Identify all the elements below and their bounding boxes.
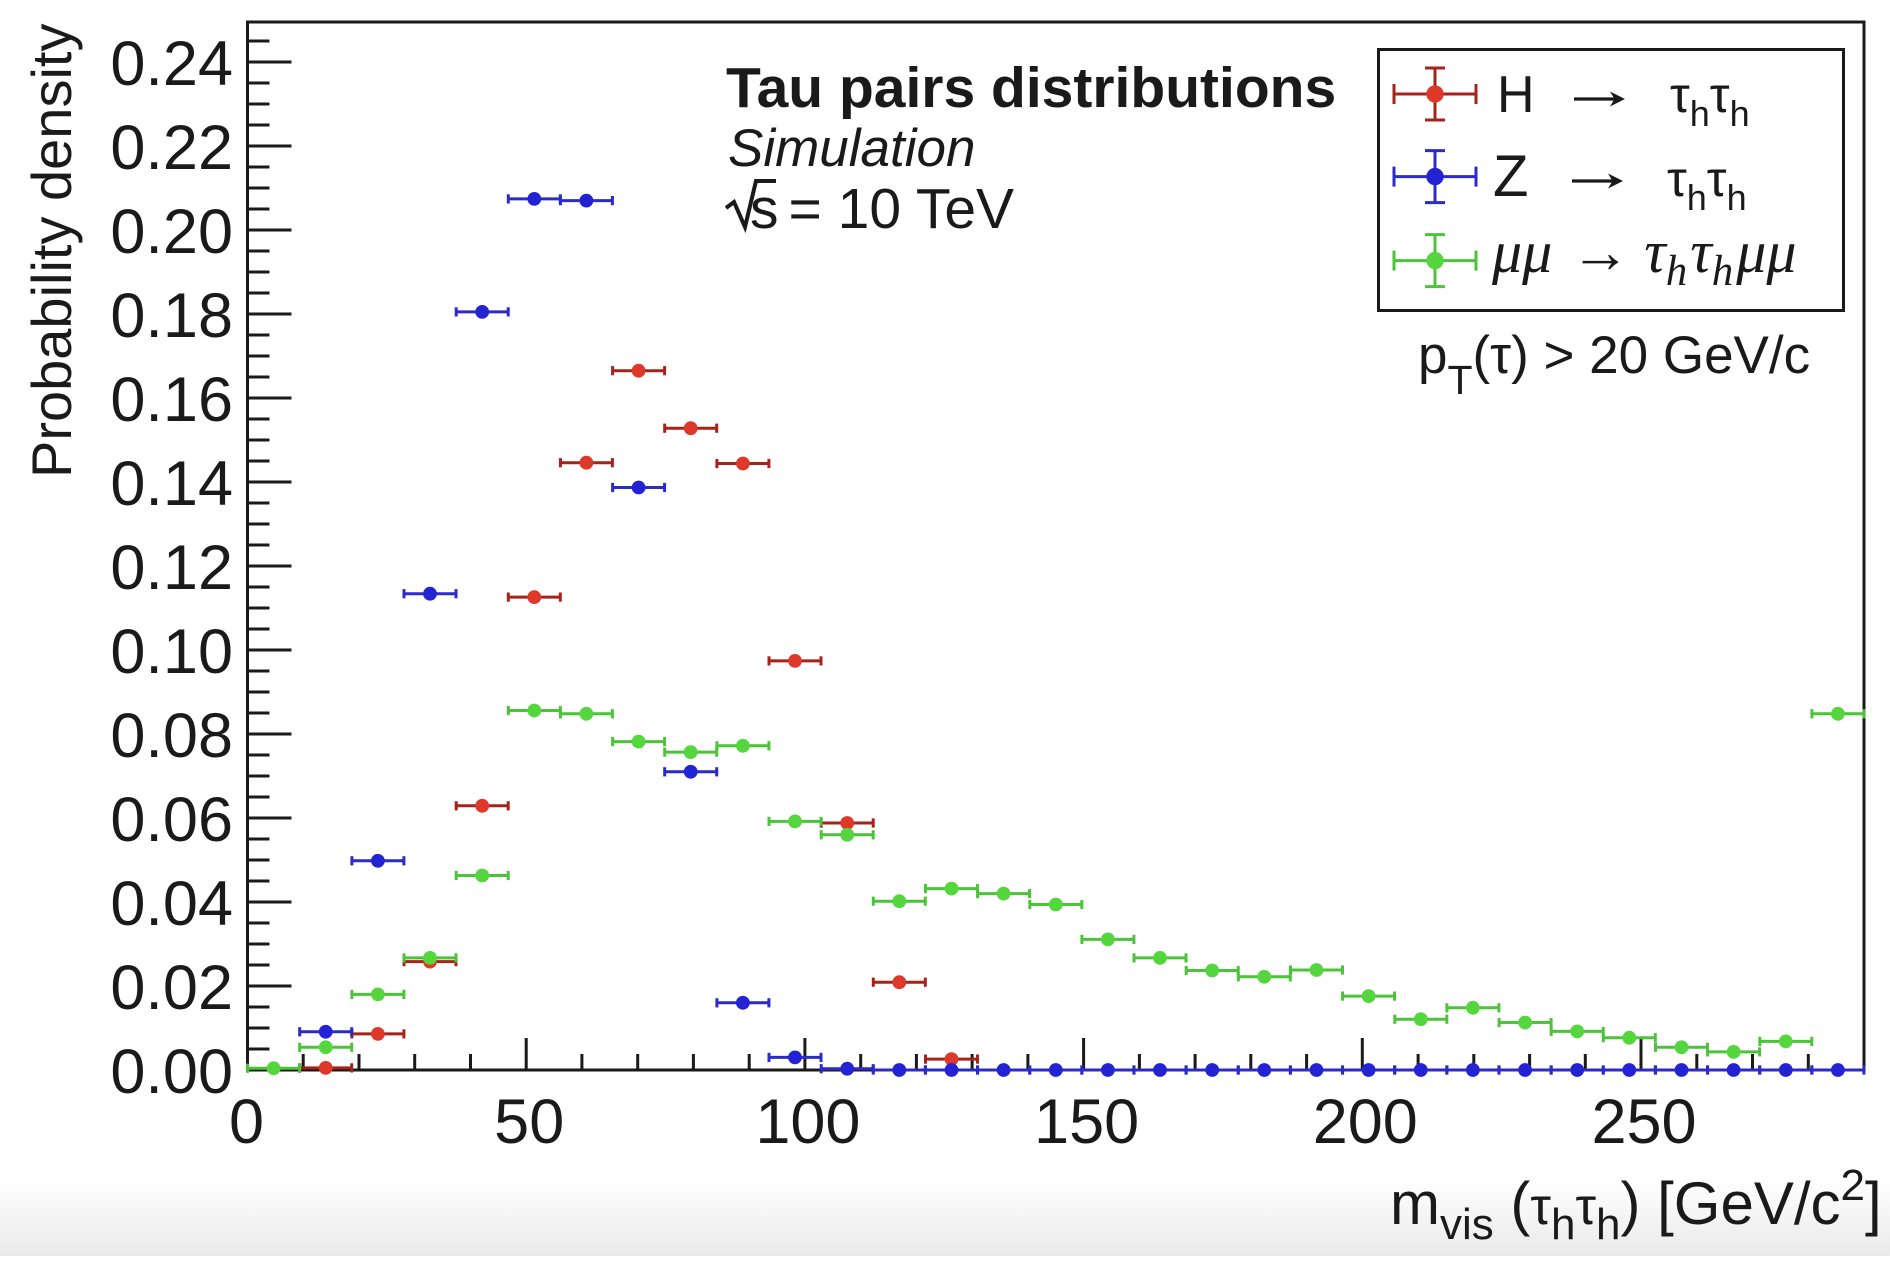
svg-text:0.24: 0.24	[110, 29, 233, 99]
svg-text:0.10: 0.10	[110, 617, 233, 687]
svg-text:μμ→τhτhμμ: μμ → τhτhμμ	[1491, 219, 1796, 295]
svg-text:Probability density: Probability density	[20, 24, 83, 478]
svg-text:250: 250	[1591, 1087, 1696, 1157]
svg-text:0.02: 0.02	[110, 953, 233, 1023]
svg-text:0: 0	[229, 1087, 264, 1157]
svg-text:0.18: 0.18	[110, 281, 233, 351]
svg-text:τhτh: τhτh	[1667, 151, 1747, 218]
svg-text:Tau pairs distributions: Tau pairs distributions	[726, 56, 1336, 120]
svg-text:150: 150	[1034, 1087, 1139, 1157]
svg-text:0.06: 0.06	[110, 785, 233, 855]
svg-text:0.00: 0.00	[110, 1037, 233, 1107]
svg-text:0.04: 0.04	[110, 869, 233, 939]
svg-text:s= 10 TeV: s = 10 TeV	[750, 177, 1014, 241]
svg-text:50: 50	[494, 1087, 564, 1157]
svg-text:0.16: 0.16	[110, 365, 233, 435]
svg-text:0.12: 0.12	[110, 533, 233, 603]
svg-text:0.14: 0.14	[110, 449, 233, 519]
svg-text:mvis (τhτh) [GeV/c2]: mvis (τhτh) [GeV/c2]	[1390, 1161, 1882, 1249]
svg-text:Z: Z	[1493, 144, 1528, 209]
svg-text:0.08: 0.08	[110, 701, 233, 771]
svg-text:Simulation: Simulation	[728, 119, 975, 178]
svg-text:0.20: 0.20	[110, 197, 233, 267]
svg-text:100: 100	[755, 1087, 860, 1157]
svg-text:200: 200	[1313, 1087, 1418, 1157]
svg-text:H: H	[1497, 66, 1535, 124]
svg-text:0.22: 0.22	[110, 113, 233, 183]
svg-text:τhτh: τhτh	[1670, 67, 1750, 134]
